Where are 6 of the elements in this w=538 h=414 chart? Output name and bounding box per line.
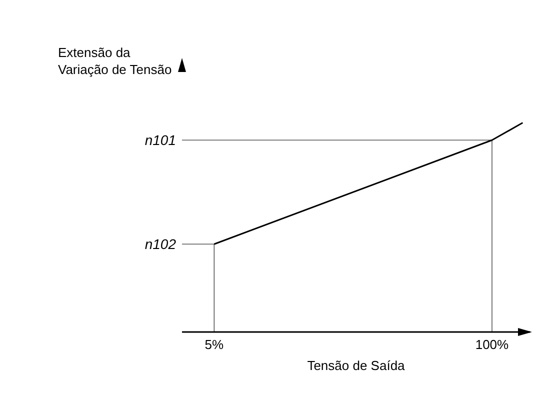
x-tick-label: 5% (204, 337, 224, 352)
y-axis-title: Extensão da Variação de Tensão (58, 44, 173, 78)
x-axis-title: Tensão de Saída (307, 358, 406, 373)
x-tick-label: 100% (475, 337, 510, 352)
ref-line-label: n102 (144, 236, 176, 252)
ref-line-label: n101 (144, 132, 176, 148)
